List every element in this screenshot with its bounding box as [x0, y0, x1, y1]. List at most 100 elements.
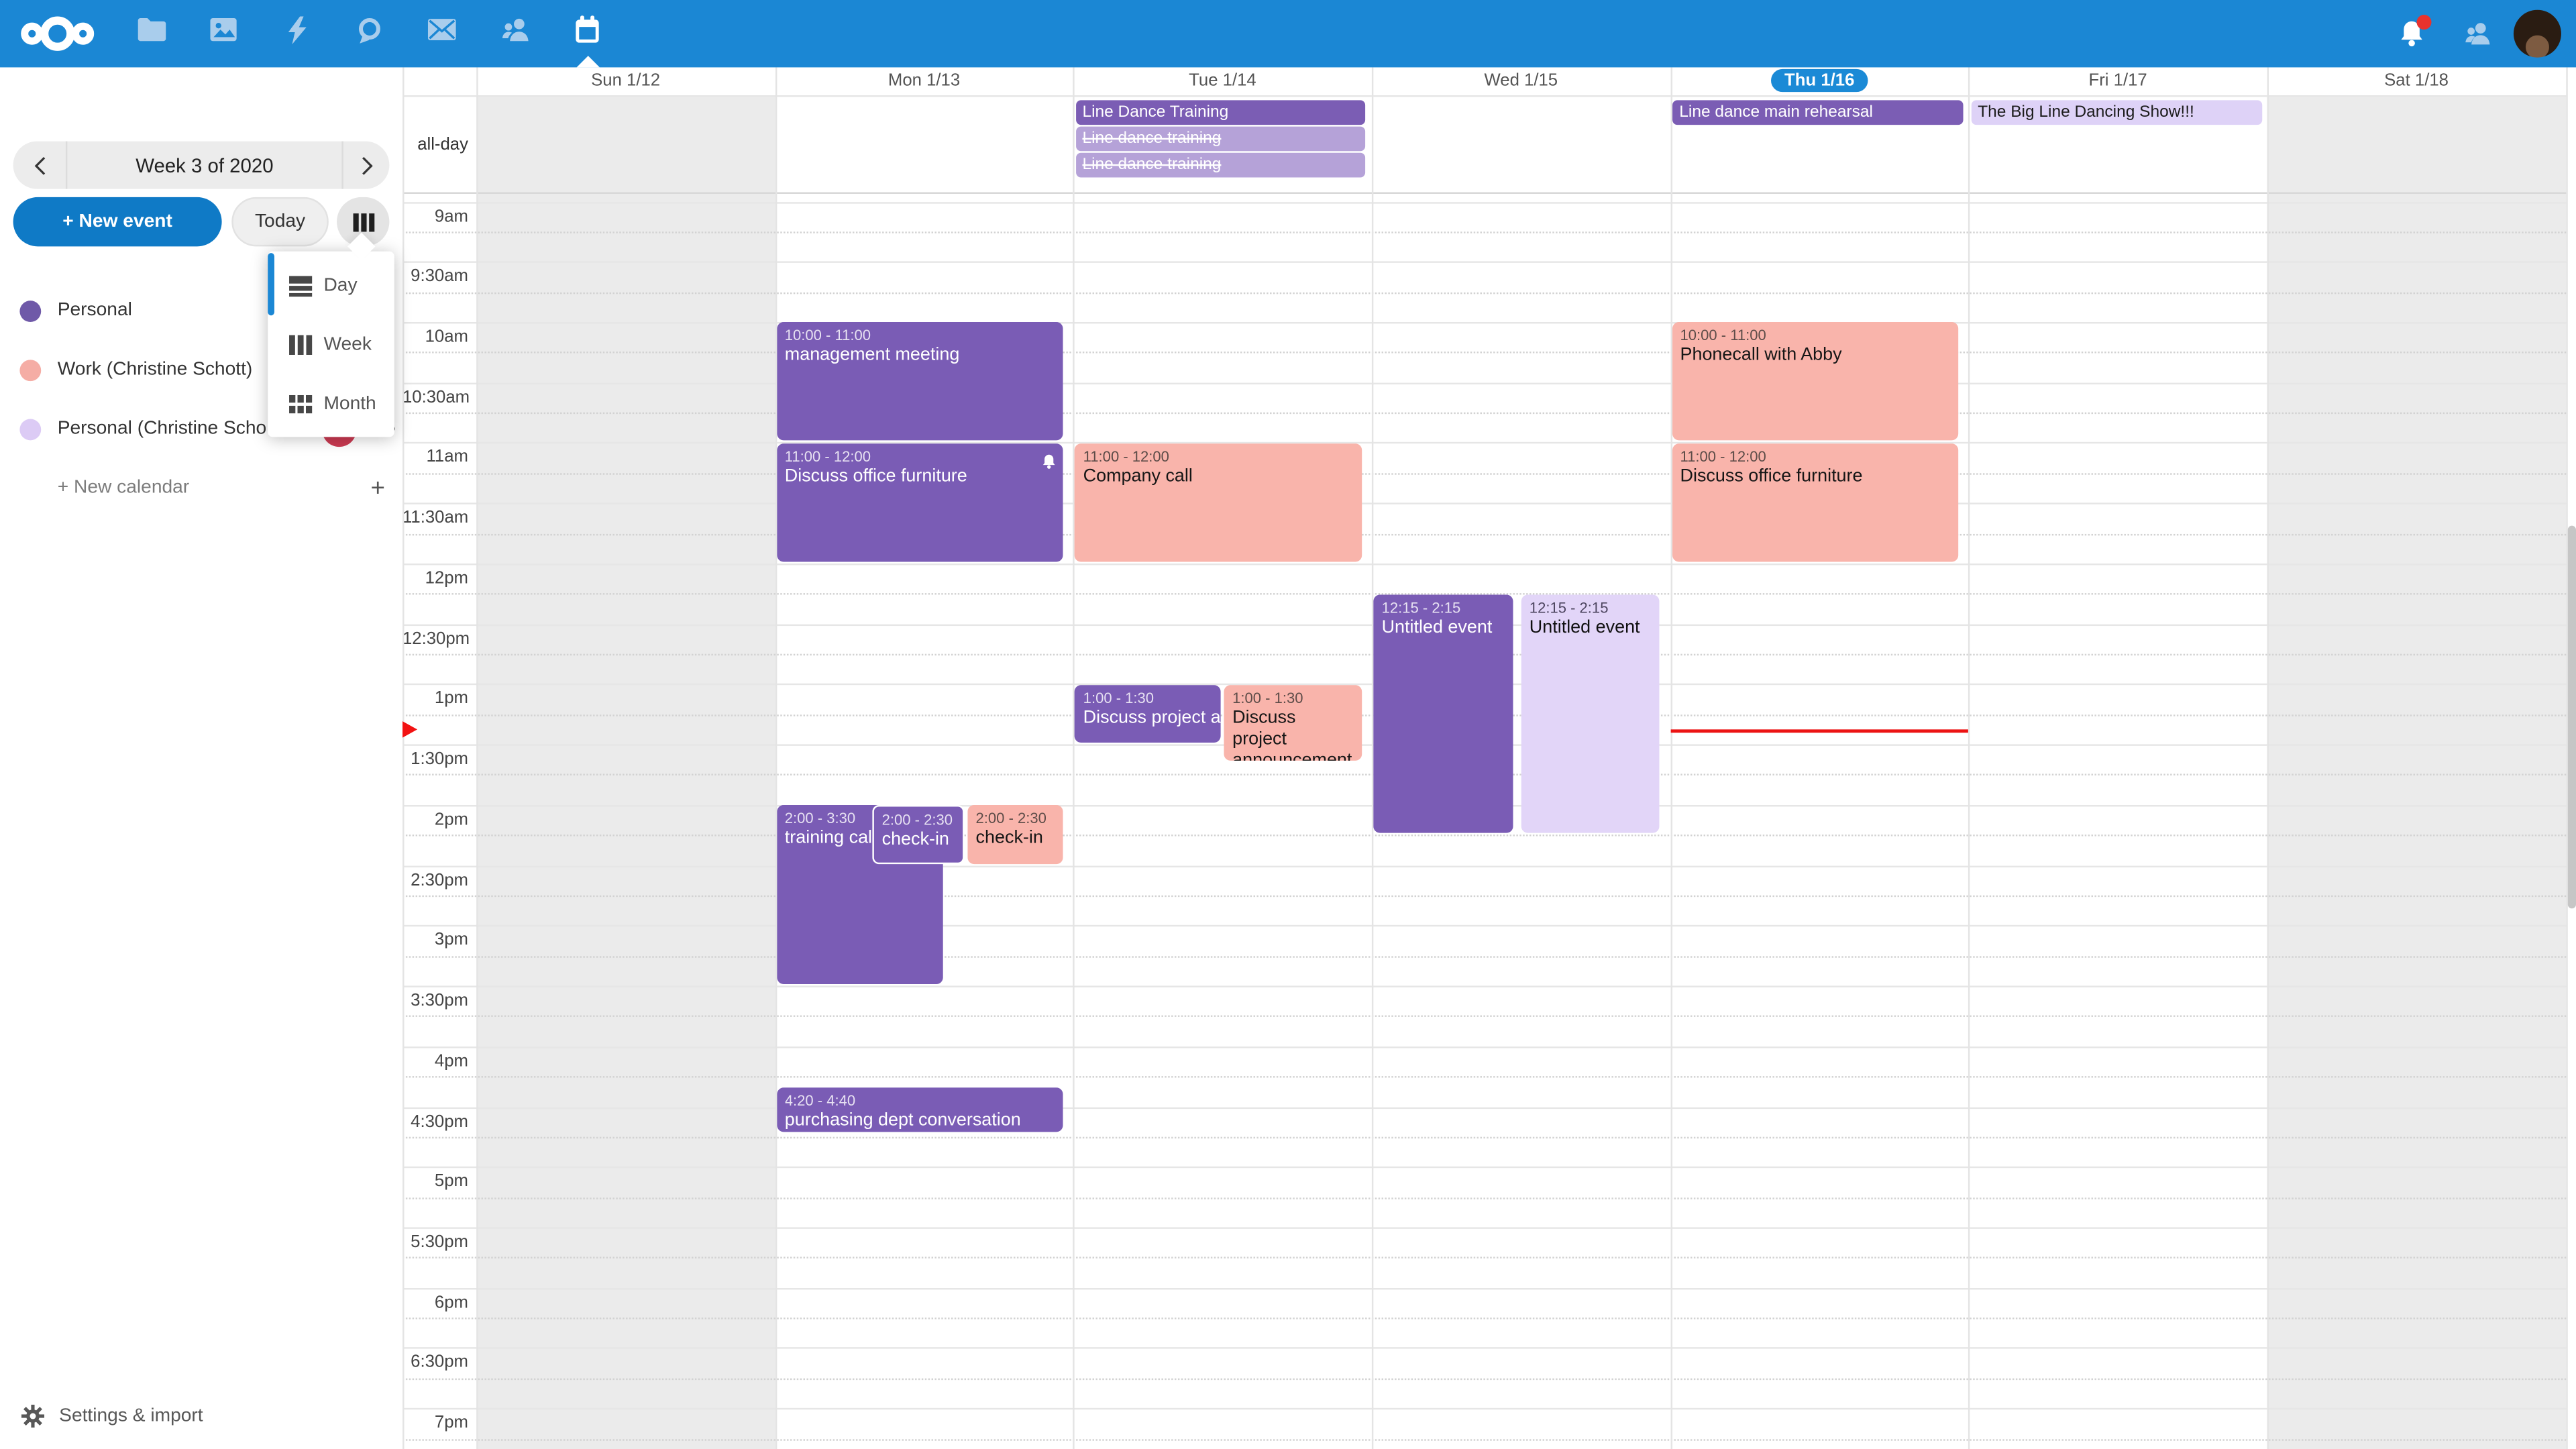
previous-week-button[interactable] — [13, 141, 68, 189]
user-avatar[interactable] — [2513, 9, 2561, 58]
vertical-scrollbar[interactable] — [2567, 525, 2575, 909]
plus-icon: + — [370, 474, 385, 502]
calendar-event[interactable]: 12:15 - 2:15 Untitled event — [1373, 594, 1513, 834]
calendar-name: Personal (Christine Scho... — [57, 419, 282, 439]
time-gutter-label: 2pm — [434, 809, 468, 830]
app-talk-icon[interactable] — [333, 0, 406, 67]
event-time: 2:00 - 3:30 — [784, 810, 856, 827]
all-day-event[interactable]: Line dance main rehearsal — [1672, 100, 1964, 125]
time-gutter-label: 11am — [426, 447, 468, 468]
calendar-event[interactable]: 4:20 - 4:40 purchasing dept conversation — [776, 1087, 1063, 1132]
day-header-border — [402, 94, 2567, 97]
app-calendar-icon[interactable] — [551, 0, 624, 68]
event-time: 4:20 - 4:40 — [784, 1091, 856, 1109]
settings-label: Settings & import — [59, 1406, 203, 1426]
all-day-event[interactable]: The Big Line Dancing Show!!! — [1971, 100, 2262, 125]
app-files-icon[interactable] — [115, 0, 187, 67]
event-title: Discuss office furniture — [784, 466, 967, 486]
grid-line-half-hour — [402, 442, 2567, 445]
calendar-event[interactable]: 2:00 - 2:30 check-in — [967, 805, 1063, 864]
calendar-event[interactable]: 10:00 - 11:00 Phonecall with Abby — [1672, 323, 1958, 441]
calendar-list-item[interactable]: Work (Christine Schott) — [0, 350, 402, 390]
calendar-event[interactable]: 12:15 - 2:15 Untitled event — [1521, 594, 1660, 834]
grid-line-quarter-hour — [402, 1378, 2567, 1380]
day-header-mon[interactable]: Mon 1/13 — [888, 70, 961, 91]
grid-line-half-hour — [402, 865, 2567, 867]
event-title: purchasing dept conversation — [784, 1110, 1021, 1130]
time-gutter-label: 6pm — [434, 1292, 468, 1313]
day-header-fri[interactable]: Fri 1/17 — [2088, 70, 2147, 91]
top-bar — [0, 0, 2576, 68]
today-button[interactable]: Today — [231, 197, 329, 247]
grid-line-quarter-hour — [402, 1016, 2567, 1018]
view-menu-item-month[interactable]: Month — [268, 374, 394, 433]
calendar-color-dot — [19, 418, 42, 440]
all-day-event[interactable]: Line Dance Training — [1075, 100, 1366, 125]
time-gutter-label: 12:30pm — [402, 629, 470, 649]
event-title: Untitled event — [1381, 617, 1493, 637]
app-contacts-icon[interactable] — [479, 0, 551, 67]
view-menu-item-day[interactable]: Day — [268, 256, 394, 315]
time-gutter-label: 4pm — [434, 1051, 468, 1071]
view-menu-item-week[interactable]: Week — [268, 315, 394, 374]
event-time: 11:00 - 12:00 — [1680, 448, 1766, 465]
calendar-event[interactable]: 1:00 - 1:30 Discuss project announcement — [1075, 684, 1221, 743]
activity-icon — [285, 15, 308, 52]
contacts-menu-icon[interactable] — [2445, 0, 2510, 67]
view-menu-item-label: Month — [323, 394, 376, 415]
grid-line-half-hour — [402, 1408, 2567, 1410]
week-navigation: Week 3 of 2020 — [13, 141, 390, 189]
time-gutter-label: 9am — [434, 206, 468, 226]
event-time: 1:00 - 1:30 — [1083, 690, 1155, 706]
grid-line-half-hour — [402, 201, 2567, 203]
calendar-list-item[interactable]: Personal — [0, 290, 402, 330]
calendar-icon — [574, 15, 602, 52]
nextcloud-logo[interactable] — [19, 8, 95, 59]
next-week-button[interactable] — [341, 141, 389, 189]
all-day-event[interactable]: Line dance training — [1075, 152, 1366, 178]
month-view-icon — [289, 392, 313, 415]
notifications-bell-icon[interactable] — [2379, 0, 2445, 67]
calendar-event[interactable]: 11:00 - 12:00 Discuss office furniture — [1672, 443, 1958, 562]
settings-and-import-button[interactable]: Settings & import — [0, 1397, 402, 1436]
day-header-sat[interactable]: Sat 1/18 — [2384, 70, 2449, 91]
all-day-event[interactable]: Line dance training — [1075, 126, 1366, 152]
grid-line-half-hour — [402, 925, 2567, 927]
calendar-sidebar: Week 3 of 2020 + New event Today Day Week… — [0, 67, 403, 1449]
calendar-event[interactable]: 10:00 - 11:00 management meeting — [776, 323, 1063, 441]
time-gutter-label: 1pm — [434, 689, 468, 709]
time-gutter-label: 3pm — [434, 930, 468, 951]
allday-border — [402, 192, 2567, 194]
day-header-wed[interactable]: Wed 1/15 — [1484, 70, 1558, 91]
calendar-event[interactable]: 11:00 - 12:00 Company call — [1075, 443, 1362, 562]
event-time: 2:00 - 2:30 — [975, 810, 1046, 827]
time-gutter-label: 10:30am — [402, 387, 470, 407]
week-view-icon — [352, 212, 374, 231]
day-header-thu[interactable]: Thu 1/16 — [1670, 67, 1969, 93]
grid-line-quarter-hour — [402, 231, 2567, 233]
calendar-event[interactable]: 11:00 - 12:00 Discuss office furniture — [776, 443, 1063, 562]
calendar-event[interactable]: 1:00 - 1:30 Discuss project announcement — [1224, 684, 1362, 761]
column-border — [1073, 67, 1075, 1449]
time-gutter-label: 3:30pm — [411, 990, 468, 1011]
calendar-event[interactable]: 2:00 - 2:30 check-in — [871, 805, 965, 864]
app-photos-icon[interactable] — [188, 0, 260, 67]
app-activity-icon[interactable] — [260, 0, 333, 67]
grid-line-half-hour — [402, 985, 2567, 987]
column-border — [1670, 67, 1672, 1449]
event-title: Company call — [1083, 466, 1193, 486]
contacts-icon — [500, 15, 530, 52]
week-label[interactable]: Week 3 of 2020 — [136, 153, 274, 177]
new-event-button[interactable]: + New event — [13, 197, 222, 247]
day-header-tue[interactable]: Tue 1/14 — [1189, 70, 1256, 91]
app-mail-icon[interactable] — [406, 0, 478, 67]
all-day-label: all-day — [417, 134, 468, 155]
event-title: check-in — [975, 828, 1043, 849]
day-header-sun[interactable]: Sun 1/12 — [591, 70, 661, 91]
grid-line-half-hour — [402, 382, 2567, 384]
new-calendar-button[interactable]: + New calendar + — [0, 468, 402, 508]
event-time: 2:00 - 2:30 — [881, 812, 953, 829]
view-menu-item-label: Week — [323, 335, 372, 355]
